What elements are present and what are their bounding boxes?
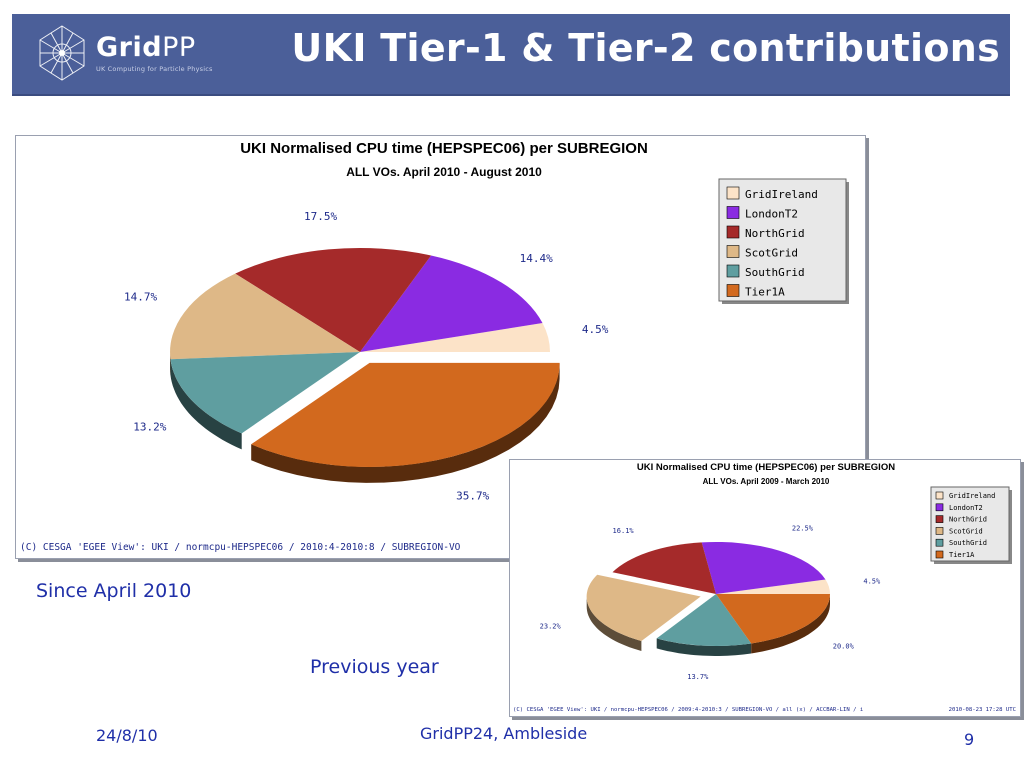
chart-timestamp: 2010-08-23 17:28 UTC xyxy=(949,707,1016,713)
legend-label-northgrid: NorthGrid xyxy=(949,516,987,524)
chart-title: UKI Normalised CPU time (HEPSPEC06) per … xyxy=(240,140,648,157)
slice-label-tier1a: 20.0% xyxy=(833,643,855,651)
pie-slice-side-scotgrid xyxy=(170,352,171,376)
legend-swatch-gridireland xyxy=(935,491,944,500)
chart-legend: GridIreland LondonT2 NorthGrid ScotGrid Sout… xyxy=(718,178,849,304)
slice-label-northgrid: 17.5% xyxy=(304,210,337,223)
legend-label-tier1a: Tier1A xyxy=(949,551,975,559)
chart-subtitle: ALL VOs. April 2010 - August 2010 xyxy=(346,165,542,179)
footer-venue: GridPP24, Ambleside xyxy=(420,724,588,743)
legend-label-londont2: LondonT2 xyxy=(949,504,983,512)
legend-swatch-tier1a xyxy=(726,284,740,297)
pie-slice-side-southgrid xyxy=(656,638,752,656)
legend-label-southgrid: SouthGrid xyxy=(949,539,987,547)
legend-label-southgrid: SouthGrid xyxy=(745,266,805,279)
slice-label-tier1a: 35.7% xyxy=(456,490,489,503)
pie-slice-side-scotgrid xyxy=(586,596,642,651)
chart-panel-previous-year: UKI Normalised CPU time (HEPSPEC06) per … xyxy=(509,459,1021,717)
pie-slice-southgrid xyxy=(656,594,752,647)
pie-slice-southgrid xyxy=(170,352,360,434)
legend-swatch-scotgrid xyxy=(726,245,740,258)
slice-label-southgrid: 13.7% xyxy=(687,673,709,681)
pie-slice-tier1a xyxy=(251,362,560,467)
legend-label-scotgrid: ScotGrid xyxy=(949,527,983,535)
slice-label-scotgrid: 14.7% xyxy=(124,291,157,304)
gridpp-logo-text: GridPP xyxy=(96,32,196,63)
pie-slice-gridireland xyxy=(716,579,830,594)
legend-label-tier1a: Tier1A xyxy=(745,286,785,299)
legend-label-northgrid: NorthGrid xyxy=(745,227,805,240)
legend-swatch-gridireland xyxy=(726,186,740,200)
slice-label-southgrid: 13.2% xyxy=(133,420,166,433)
pie-slice-gridireland xyxy=(360,323,551,352)
legend-label-gridireland: GridIreland xyxy=(949,492,995,500)
gridpp-star-logo-icon xyxy=(39,25,85,81)
slice-label-gridireland: 4.5% xyxy=(863,577,881,585)
legend-swatch-southgrid xyxy=(726,264,740,278)
caption-previous-year: Previous year xyxy=(310,656,439,678)
legend-swatch-northgrid xyxy=(726,225,740,239)
legend-swatch-southgrid xyxy=(935,538,944,547)
slice-label-londont2: 14.4% xyxy=(520,252,553,265)
slide-header: GridPP UK Computing for Particle Physics… xyxy=(12,14,1010,96)
slice-label-londont2: 22.5% xyxy=(792,525,814,533)
pie-slice-scotgrid xyxy=(586,574,701,641)
legend-swatch-scotgrid xyxy=(935,527,944,535)
pie-slices xyxy=(170,247,560,483)
pie-slices xyxy=(586,541,830,656)
logo-tagline: UK Computing for Particle Physics xyxy=(96,65,213,73)
slide-title: UKI Tier-1 & Tier-2 contributions xyxy=(291,26,1000,70)
legend-swatch-londont2 xyxy=(726,206,740,219)
chart-footnote: (C) CESGA 'EGEE View': UKI / normcpu-HEP… xyxy=(513,707,863,713)
pie-slice-tier1a xyxy=(716,594,830,644)
slice-label-gridireland: 4.5% xyxy=(582,323,609,336)
footer-date: 24/8/10 xyxy=(96,726,158,745)
pie-slice-side-tier1a xyxy=(251,362,560,483)
chart-title: UKI Normalised CPU time (HEPSPEC06) per … xyxy=(637,462,895,473)
chart-subtitle: ALL VOs. April 2009 - March 2010 xyxy=(703,477,830,486)
slice-label-northgrid: 16.1% xyxy=(613,527,635,535)
pie-slice-side-southgrid xyxy=(170,359,242,450)
pie-chart-previous-year: UKI Normalised CPU time (HEPSPEC06) per … xyxy=(513,462,1016,713)
legend-swatch-northgrid xyxy=(935,515,944,523)
footer-page-number: 9 xyxy=(964,730,975,749)
pie-slice-northgrid xyxy=(235,247,432,352)
slice-label-scotgrid: 23.2% xyxy=(540,623,562,631)
pie-chart-since-april-2010: UKI Normalised CPU time (HEPSPEC06) per … xyxy=(20,140,849,553)
legend-swatch-londont2 xyxy=(935,503,944,512)
pie-slice-scotgrid xyxy=(170,273,360,360)
chart-footnote: (C) CESGA 'EGEE View': UKI / normcpu-HEP… xyxy=(20,542,461,553)
legend-swatch-tier1a xyxy=(935,550,944,559)
pie-slice-londont2 xyxy=(360,255,543,352)
pie-slice-side-tier1a xyxy=(751,594,830,654)
pie-slice-northgrid xyxy=(612,542,716,594)
legend-label-gridireland: GridIreland xyxy=(745,188,818,201)
caption-since-april-2010: Since April 2010 xyxy=(36,580,192,602)
legend-label-scotgrid: ScotGrid xyxy=(745,247,798,260)
chart-legend: GridIreland LondonT2 NorthGrid ScotGrid Sout… xyxy=(930,486,1012,564)
legend-label-londont2: LondonT2 xyxy=(745,208,798,221)
pie-slice-londont2 xyxy=(701,541,826,594)
